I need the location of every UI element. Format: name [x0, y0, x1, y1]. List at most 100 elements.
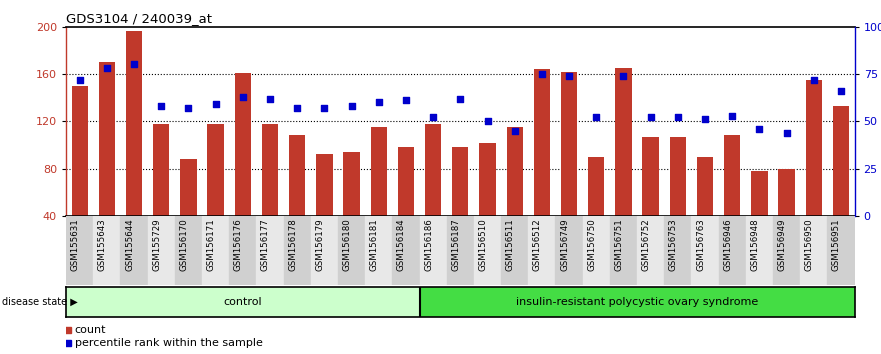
- Bar: [311, 216, 338, 285]
- Text: count: count: [75, 325, 107, 335]
- Bar: [174, 216, 202, 285]
- Point: [372, 99, 386, 105]
- Point: [236, 94, 250, 99]
- Bar: [697, 157, 714, 263]
- Bar: [392, 216, 419, 285]
- Bar: [751, 171, 767, 263]
- Text: GSM156763: GSM156763: [696, 219, 705, 272]
- Bar: [561, 72, 577, 263]
- Bar: [148, 216, 174, 285]
- Point: [154, 103, 168, 109]
- Point: [807, 77, 821, 82]
- Text: GSM156751: GSM156751: [614, 219, 624, 272]
- Bar: [479, 143, 496, 263]
- Bar: [800, 216, 827, 285]
- Bar: [779, 169, 795, 263]
- Point: [562, 73, 576, 79]
- Bar: [692, 216, 719, 285]
- Bar: [202, 216, 229, 285]
- Text: GSM156950: GSM156950: [804, 219, 814, 271]
- Bar: [419, 216, 447, 285]
- Text: GSM156171: GSM156171: [207, 219, 216, 272]
- Bar: [556, 216, 582, 285]
- Bar: [746, 216, 773, 285]
- Bar: [371, 127, 387, 263]
- Point: [644, 115, 658, 120]
- Point: [670, 115, 685, 120]
- Text: GSM156951: GSM156951: [832, 219, 841, 271]
- Text: GSM156753: GSM156753: [669, 219, 677, 272]
- Text: disease state ▶: disease state ▶: [2, 297, 78, 307]
- Text: GSM155644: GSM155644: [125, 219, 134, 272]
- Text: GSM156949: GSM156949: [778, 219, 787, 271]
- Point: [181, 105, 196, 111]
- Bar: [773, 216, 800, 285]
- Bar: [507, 127, 522, 263]
- Bar: [289, 136, 306, 263]
- Point: [752, 126, 766, 132]
- Bar: [99, 62, 115, 263]
- Bar: [642, 137, 659, 263]
- Text: GSM156749: GSM156749: [560, 219, 569, 271]
- Point: [617, 73, 631, 79]
- Bar: [474, 216, 501, 285]
- Bar: [724, 136, 740, 263]
- Bar: [93, 216, 121, 285]
- Bar: [284, 216, 311, 285]
- Bar: [719, 216, 746, 285]
- Bar: [425, 124, 441, 263]
- Text: insulin-resistant polycystic ovary syndrome: insulin-resistant polycystic ovary syndr…: [516, 297, 759, 307]
- Text: GSM156187: GSM156187: [451, 219, 460, 272]
- Point: [317, 105, 331, 111]
- Bar: [501, 216, 529, 285]
- Bar: [670, 137, 686, 263]
- Bar: [66, 287, 419, 317]
- Text: GSM155729: GSM155729: [152, 219, 161, 271]
- Bar: [153, 124, 169, 263]
- Point: [290, 105, 304, 111]
- Bar: [827, 216, 855, 285]
- Text: GSM156181: GSM156181: [370, 219, 379, 272]
- Point: [780, 130, 794, 136]
- Point: [72, 77, 86, 82]
- Text: GSM156752: GSM156752: [641, 219, 651, 272]
- Text: GSM156186: GSM156186: [424, 219, 433, 272]
- Point: [725, 113, 739, 118]
- Bar: [534, 69, 550, 263]
- Text: GSM155631: GSM155631: [70, 219, 79, 272]
- Text: percentile rank within the sample: percentile rank within the sample: [75, 338, 263, 348]
- Bar: [610, 216, 637, 285]
- Text: GSM156170: GSM156170: [180, 219, 189, 272]
- Text: GSM156750: GSM156750: [588, 219, 596, 272]
- Bar: [338, 216, 365, 285]
- Text: GSM156178: GSM156178: [288, 219, 297, 272]
- Text: GSM156946: GSM156946: [723, 219, 732, 271]
- Bar: [121, 216, 148, 285]
- Bar: [529, 216, 556, 285]
- Text: GSM156177: GSM156177: [261, 219, 270, 272]
- Bar: [256, 216, 284, 285]
- Bar: [419, 287, 855, 317]
- Bar: [833, 106, 849, 263]
- Text: control: control: [224, 297, 263, 307]
- Point: [507, 128, 522, 133]
- Bar: [234, 73, 251, 263]
- Point: [209, 101, 223, 107]
- Text: GSM156512: GSM156512: [533, 219, 542, 272]
- Bar: [447, 216, 474, 285]
- Point: [399, 98, 413, 103]
- Point: [698, 116, 712, 122]
- Point: [127, 62, 141, 67]
- Bar: [207, 124, 224, 263]
- Bar: [229, 216, 256, 285]
- Text: GSM156184: GSM156184: [397, 219, 406, 272]
- Point: [480, 118, 494, 124]
- Point: [535, 71, 549, 77]
- Bar: [365, 216, 392, 285]
- Point: [589, 115, 603, 120]
- Bar: [615, 68, 632, 263]
- Bar: [71, 86, 88, 263]
- Bar: [398, 147, 414, 263]
- Point: [834, 88, 848, 94]
- Bar: [316, 154, 332, 263]
